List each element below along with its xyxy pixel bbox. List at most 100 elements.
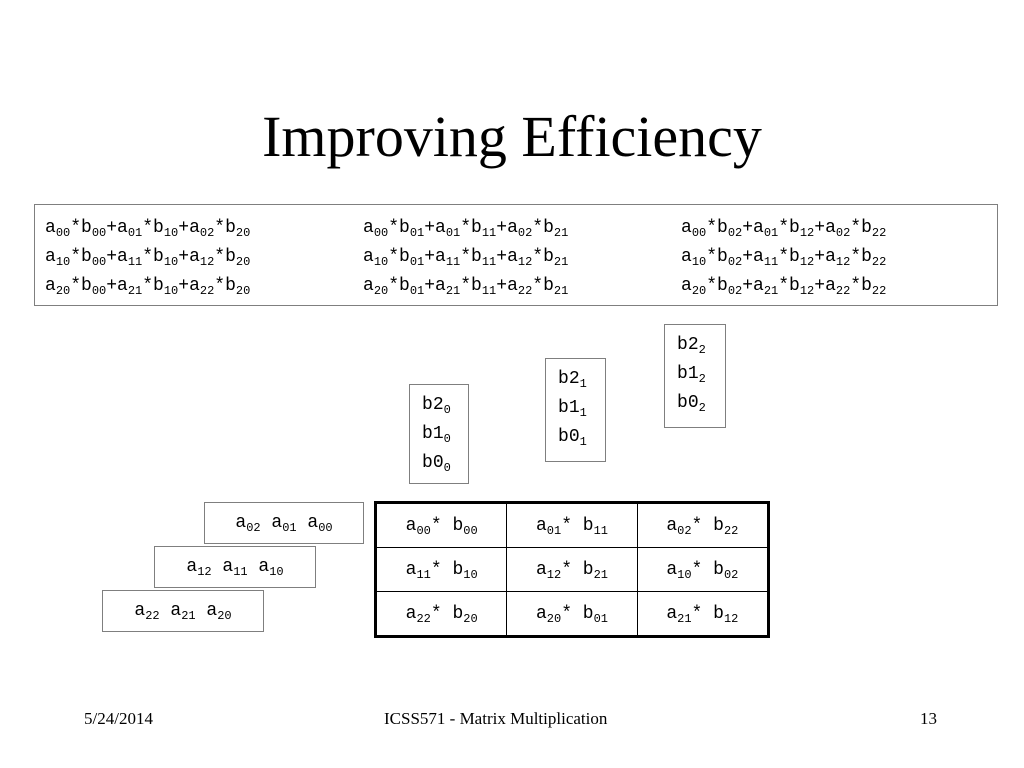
term-subscript: 10 — [677, 567, 692, 582]
grid-cell: a10* b02 — [636, 547, 770, 592]
term-base: *b — [532, 247, 554, 267]
term-base: +a — [424, 247, 446, 267]
term-subscript: 1 — [579, 435, 587, 449]
term-base: *b — [70, 276, 92, 296]
a-row-box: a22 a21 a20 — [102, 590, 264, 632]
term-subscript: 00 — [373, 226, 389, 240]
term-base: * b — [561, 603, 594, 624]
term-subscript: 11 — [481, 255, 497, 269]
formula-cell: a20*b00+a21*b10+a22*b20 — [45, 271, 250, 301]
b-element: b11 — [558, 394, 605, 423]
term-base: a — [535, 515, 547, 536]
term-subscript: 20 — [463, 611, 478, 626]
term-base: *b — [142, 276, 164, 296]
term-base: *b — [778, 218, 800, 238]
term-base: +a — [814, 247, 836, 267]
term-base: * b — [561, 515, 594, 536]
term-base: *b — [706, 218, 728, 238]
term-subscript: 00 — [91, 226, 107, 240]
term-subscript: 21 — [181, 609, 196, 623]
term-subscript: 10 — [163, 226, 179, 240]
term-subscript: 01 — [282, 521, 297, 535]
term-base: a — [535, 603, 547, 624]
term-base: *b — [778, 247, 800, 267]
a-row-box: a12 a11 a10 — [154, 546, 316, 588]
grid-row: a00* b00 a01* b11 a02* b22 — [374, 502, 770, 548]
term-subscript: 02 — [677, 523, 692, 538]
b-element: b20 — [422, 391, 468, 420]
term-base: a — [681, 276, 692, 296]
term-subscript: 01 — [593, 611, 608, 626]
b-element: b22 — [677, 331, 725, 360]
term-base: * b — [430, 603, 464, 624]
term-base: *b — [214, 218, 236, 238]
term-base: +a — [106, 247, 128, 267]
term-subscript: 20 — [546, 611, 562, 626]
term-subscript: 12 — [799, 226, 815, 240]
term-base: b — [558, 427, 569, 447]
term-base: +a — [742, 276, 764, 296]
formula-cell: a20*b01+a21*b11+a22*b21 — [363, 271, 568, 301]
term-subscript: 21 — [127, 284, 143, 298]
term-subscript: 2 — [698, 343, 706, 357]
formula-cell: a20*b02+a21*b12+a22*b22 — [681, 271, 886, 301]
term-subscript: 20 — [235, 226, 251, 240]
term-base: a — [405, 559, 417, 580]
term-base: a — [363, 276, 374, 296]
term-subscript: 02 — [246, 521, 261, 535]
term-subscript: 11 — [445, 255, 461, 269]
term-base: a — [195, 601, 218, 621]
term-subscript: 2 — [698, 372, 706, 386]
term-subscript: 02 — [727, 255, 743, 269]
b-element: b00 — [422, 449, 468, 478]
formula-cell: a10*b01+a11*b11+a12*b21 — [363, 242, 568, 272]
term-base: +a — [424, 276, 446, 296]
term-base: a — [134, 601, 146, 621]
term-subscript: 1 — [579, 377, 587, 391]
term-base: b — [558, 398, 569, 418]
term-base: *b — [388, 276, 410, 296]
term-base: *b — [532, 218, 554, 238]
term-base: 1 — [687, 364, 699, 384]
formula-cell: a00*b02+a01*b12+a02*b22 — [681, 213, 886, 243]
term-subscript: 22 — [871, 284, 887, 298]
term-base: +a — [742, 247, 764, 267]
term-base: 2 — [432, 395, 444, 415]
b-element: b12 — [677, 360, 725, 389]
term-subscript: 10 — [691, 255, 707, 269]
term-subscript: 0 — [443, 461, 451, 475]
term-base: +a — [496, 276, 518, 296]
term-base: a — [681, 247, 692, 267]
term-base: a — [260, 513, 283, 533]
grid-cell: a20* b01 — [506, 591, 638, 637]
term-base: 0 — [687, 393, 699, 413]
term-subscript: 21 — [763, 284, 779, 298]
term-base: +a — [814, 218, 836, 238]
term-base: *b — [214, 247, 236, 267]
term-subscript: 22 — [835, 284, 851, 298]
term-subscript: 22 — [145, 609, 160, 623]
term-base: 0 — [568, 427, 580, 447]
term-subscript: 10 — [55, 255, 71, 269]
term-subscript: 12 — [799, 284, 815, 298]
term-base: *b — [460, 276, 482, 296]
term-subscript: 00 — [318, 521, 333, 535]
formula-cell: a10*b00+a11*b10+a12*b20 — [45, 242, 250, 272]
term-base: b — [422, 424, 433, 444]
term-base: *b — [778, 276, 800, 296]
term-subscript: 12 — [199, 255, 215, 269]
term-base: a — [405, 515, 417, 536]
term-base: +a — [496, 247, 518, 267]
term-subscript: 22 — [723, 523, 739, 538]
term-subscript: 1 — [579, 406, 587, 420]
term-subscript: 01 — [546, 523, 562, 538]
footer-page-number: 13 — [920, 709, 937, 728]
formula-cell: a10*b02+a11*b12+a12*b22 — [681, 242, 886, 272]
term-base: * b — [430, 515, 464, 536]
term-base: *b — [850, 247, 872, 267]
term-base: +a — [106, 276, 128, 296]
term-base: * b — [691, 559, 724, 580]
term-base: *b — [214, 276, 236, 296]
term-base: a — [45, 247, 56, 267]
grid-cell: a22* b20 — [374, 591, 508, 637]
